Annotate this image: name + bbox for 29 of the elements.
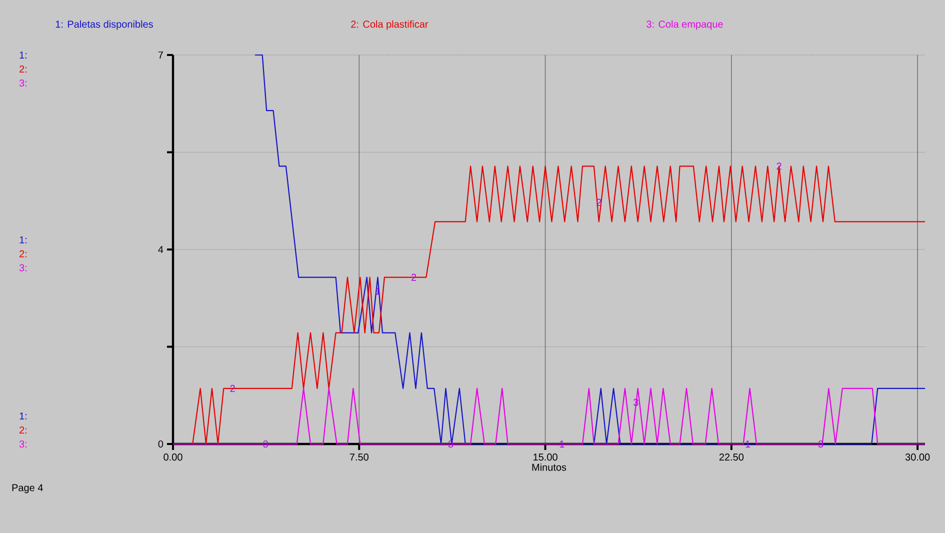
- y-tick-label: 4: [158, 246, 164, 253]
- text: Page 4: [12, 484, 43, 494]
- x-tick-label: 15.00: [534, 454, 558, 461]
- x-axis-title: Minutos: [532, 463, 566, 471]
- text: 2: Cola plastificar: [351, 20, 428, 30]
- x-tick-label: 30.00: [905, 454, 930, 461]
- text: 3:: [19, 79, 26, 87]
- text: 2:: [20, 250, 26, 258]
- x-tick-label: 0.00: [164, 454, 182, 461]
- annotation: 3: [263, 440, 268, 448]
- annotation: 1: [560, 440, 564, 448]
- annotation: 3: [448, 440, 454, 448]
- annotation: 1: [746, 440, 750, 448]
- text: 2:: [20, 66, 26, 72]
- x-tick-label: 7.50: [350, 454, 368, 461]
- annotation: 2: [776, 162, 782, 170]
- text: 3:: [19, 264, 26, 272]
- text: 1:: [20, 52, 26, 58]
- annotation: 1: [376, 288, 380, 295]
- text: 3: Cola empaque: [646, 20, 723, 30]
- y-tick-label: 0: [158, 440, 164, 448]
- text: 1:: [20, 236, 26, 244]
- text: 1: Paletas disponibles: [56, 20, 153, 30]
- annotation: 3: [818, 440, 824, 448]
- text: 2:: [20, 426, 26, 434]
- y-tick-label: 7: [158, 52, 163, 58]
- text: 3:: [19, 440, 26, 448]
- x-tick-label: 22.50: [719, 454, 744, 461]
- text: 1:: [20, 412, 26, 420]
